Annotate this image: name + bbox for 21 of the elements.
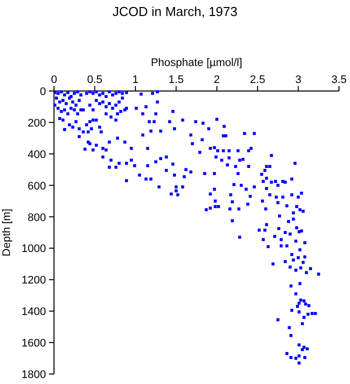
x-tick-label: 1.5 [168, 74, 184, 86]
y-axis-title: Depth [m] [1, 208, 13, 256]
x-tick-label: 1 [132, 74, 138, 86]
y-tick-label: 1600 [22, 338, 46, 350]
x-tick-label: 0 [50, 74, 58, 86]
y-tick-label: 800 [28, 212, 46, 224]
y-tick-label: 1200 [22, 274, 46, 287]
x-tick-label: 3 [295, 74, 302, 86]
y-tick-label: 200 [28, 117, 46, 130]
y-tick-label: 0 [40, 86, 46, 98]
x-axis-title: Phosphate [µmol/l] [150, 57, 242, 69]
y-tick-label: 600 [28, 180, 46, 192]
y-tick-label: 1000 [22, 243, 46, 256]
x-tick-label: 2.5 [250, 74, 266, 86]
x-tick-label: 0.5 [87, 74, 102, 86]
x-tick-label: 3.5 [331, 74, 347, 86]
y-tick-label: 1400 [22, 306, 46, 318]
y-tick-label: 400 [28, 148, 46, 161]
x-tick-label: 2 [214, 74, 220, 86]
chart-title: JCOD in March, 1973 [112, 4, 238, 19]
y-tick-label: 1800 [22, 369, 46, 381]
